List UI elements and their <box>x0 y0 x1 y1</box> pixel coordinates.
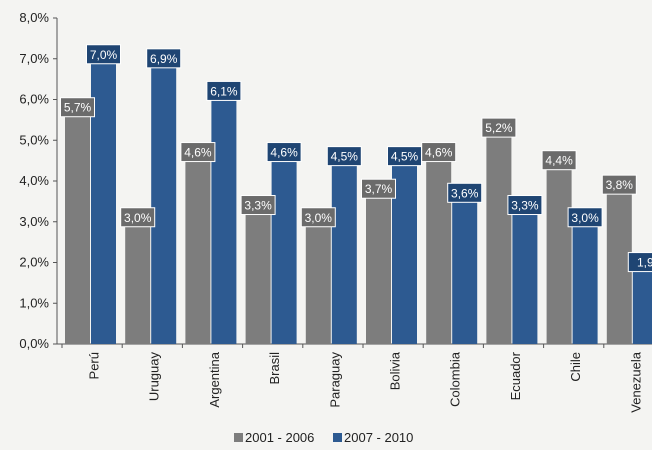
data-label: 7,0% <box>90 48 118 62</box>
data-label: 3,3% <box>244 199 272 213</box>
legend: 2001 - 2006 2007 - 2010 <box>234 430 413 445</box>
legend-swatch-series-2 <box>333 433 342 442</box>
bar-series-1 <box>65 111 90 344</box>
data-labels: 5,7% 7,0% 3,0% 6,9% 4,6% 6,1% 3,3% 4,6% 3,0% 4,5%… <box>60 44 652 273</box>
data-label: 4,5% <box>391 150 419 164</box>
data-label-box <box>146 48 182 69</box>
data-label-box <box>60 97 95 118</box>
bar-series-1 <box>546 164 572 344</box>
data-label-box <box>361 178 396 199</box>
data-label-box <box>300 207 336 228</box>
data-label: 6,1% <box>210 84 238 98</box>
y-tick-label: 6,0% <box>19 92 49 107</box>
data-label: 3,7% <box>365 182 393 196</box>
data-label: 3,3% <box>511 199 539 213</box>
data-label-box <box>627 252 652 273</box>
bar-series-1 <box>426 156 452 344</box>
bar-series-2 <box>632 266 652 344</box>
category-label: Venezuela <box>628 351 643 412</box>
data-label-box <box>601 174 637 195</box>
bar-series-2 <box>151 62 177 344</box>
bar-series-1 <box>486 132 512 344</box>
data-label-box <box>421 142 457 163</box>
bar-series-1 <box>305 221 331 344</box>
category-label: Ecuador <box>508 351 523 400</box>
bars <box>65 58 652 344</box>
data-label-box <box>326 146 362 167</box>
data-label-box <box>206 80 242 101</box>
bar-series-2 <box>331 160 357 344</box>
category-label: Chile <box>568 352 583 382</box>
bar-series-2 <box>211 95 237 344</box>
data-label-box <box>507 195 543 216</box>
data-label: 4,5% <box>331 150 359 164</box>
data-label-box <box>86 44 121 65</box>
data-label: 3,0% <box>305 211 333 225</box>
data-label: 4,6% <box>270 146 298 160</box>
category-label: Argentina <box>207 351 222 407</box>
bar-series-2 <box>392 160 417 344</box>
category-label: Paraguay <box>327 352 342 408</box>
legend-label-series-1: 2001 - 2006 <box>245 430 314 445</box>
bar-series-2 <box>91 58 116 344</box>
category-label: Bolivia <box>388 351 403 390</box>
bar-series-1 <box>185 156 211 344</box>
y-tick-label: 2,0% <box>19 255 49 270</box>
data-label-box <box>567 207 603 228</box>
data-label: 3,0% <box>571 211 599 225</box>
data-label: 5,2% <box>485 121 513 135</box>
bar-series-1 <box>606 189 632 344</box>
data-label-box <box>120 207 156 228</box>
legend-label-series-2: 2007 - 2010 <box>344 430 413 445</box>
y-tick-label: 4,0% <box>19 173 49 188</box>
y-tick-label: 7,0% <box>19 51 49 66</box>
data-label: 3,8% <box>606 178 634 192</box>
data-label-box <box>266 142 302 163</box>
y-tick-label: 8,0% <box>19 10 49 25</box>
y-tick-label: 1,0% <box>19 295 49 310</box>
data-label-box <box>180 142 216 163</box>
data-label: 4,4% <box>545 154 573 168</box>
data-label-box <box>541 150 577 171</box>
category-label: Uruguay <box>147 352 162 402</box>
data-label: 5,7% <box>64 101 92 115</box>
bar-series-1 <box>125 221 151 344</box>
data-label: 3,6% <box>451 186 479 200</box>
category-label: Brasil <box>267 352 282 385</box>
bar-series-2 <box>271 156 297 344</box>
data-label: 1,9 <box>637 256 652 270</box>
data-label-box <box>240 195 276 216</box>
y-tick-label: 3,0% <box>19 214 49 229</box>
data-label: 3,0% <box>124 211 152 225</box>
y-axis-ticks: 0,0% 1,0% 2,0% 3,0% 4,0% 5,0% 6,0% 7,0% 8,0% <box>19 10 57 351</box>
data-label-box <box>447 182 483 203</box>
data-label: 6,9% <box>150 52 178 66</box>
bar-series-1 <box>245 209 271 344</box>
bar-series-2 <box>452 197 478 344</box>
y-tick-label: 5,0% <box>19 132 49 147</box>
bar-series-2 <box>572 221 598 344</box>
data-label-box <box>481 117 517 138</box>
bar-series-1 <box>366 193 391 344</box>
category-label: Perú <box>87 352 102 379</box>
category-label: Colombia <box>448 351 463 407</box>
legend-swatch-series-1 <box>234 433 243 442</box>
bar-series-2 <box>512 209 538 344</box>
category-labels: Perú Uruguay Argentina Brasil Paraguay Bolivi… <box>61 344 643 413</box>
data-label: 4,6% <box>184 146 212 160</box>
data-label: 4,6% <box>425 146 453 160</box>
y-tick-label: 0,0% <box>19 336 49 351</box>
